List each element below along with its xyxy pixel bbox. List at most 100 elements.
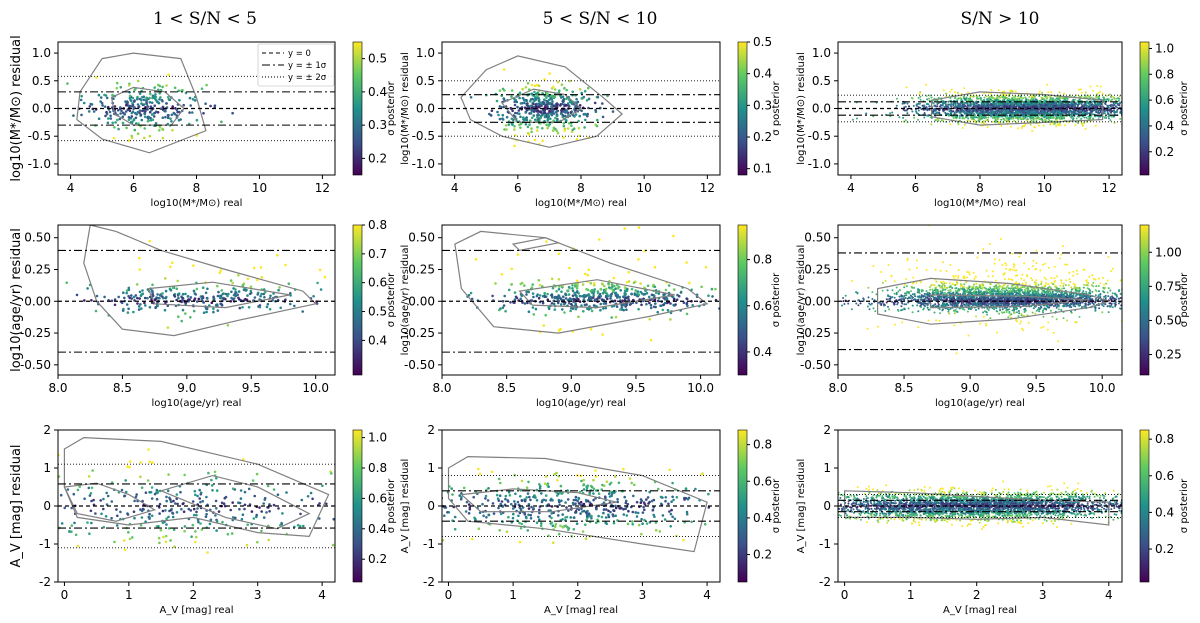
- scatter-point: [949, 123, 952, 126]
- scatter-point: [167, 98, 171, 101]
- scatter-point: [142, 98, 146, 102]
- scatter-point: [505, 128, 508, 131]
- colorbar-tick-label: 0.5: [368, 305, 387, 319]
- scatter-point: [941, 104, 944, 107]
- scatter-point: [1107, 115, 1110, 118]
- scatter-point: [1020, 126, 1023, 129]
- x-tick-label: 9.5: [242, 381, 261, 395]
- scatter-point: [1089, 109, 1092, 112]
- y-tick-label: -0.25: [20, 326, 51, 340]
- scatter-point: [1041, 111, 1044, 114]
- scatter-point: [979, 108, 982, 111]
- scatter-point: [1060, 110, 1063, 112]
- scatter-point: [615, 305, 619, 308]
- scatter-point: [65, 281, 68, 285]
- scatter-point: [519, 102, 523, 105]
- scatter-point: [1130, 104, 1132, 106]
- scatter-point: [505, 115, 509, 119]
- scatter-point: [1137, 105, 1139, 107]
- scatter-point: [234, 288, 237, 291]
- scatter-point: [538, 294, 542, 297]
- scatter-point: [119, 112, 122, 115]
- scatter-point: [109, 114, 112, 118]
- scatter-point: [86, 287, 89, 290]
- scatter-point: [1037, 124, 1040, 127]
- scatter-point: [140, 307, 143, 310]
- scatter-point: [966, 119, 969, 122]
- scatter-point: [1111, 98, 1114, 101]
- scatter-point: [141, 292, 144, 296]
- scatter-point: [532, 105, 536, 109]
- y-tick-label: 0.0: [416, 102, 435, 116]
- scatter-point: [224, 292, 228, 296]
- scatter-point: [950, 102, 953, 105]
- scatter-point: [513, 125, 516, 128]
- y-tick-label: 0.5: [812, 74, 831, 88]
- scatter-point: [136, 296, 139, 300]
- scatter-point: [1034, 126, 1036, 129]
- scatter-point: [197, 297, 201, 301]
- scatter-point: [112, 136, 116, 140]
- scatter-point: [968, 98, 971, 101]
- scatter-point: [127, 307, 130, 311]
- scatter-point: [963, 117, 966, 120]
- scatter-point: [997, 98, 1000, 101]
- scatter-point: [1130, 114, 1132, 116]
- scatter-point: [66, 82, 69, 85]
- scatter-point: [145, 96, 148, 100]
- scatter-point: [509, 106, 513, 110]
- scatter-point: [1035, 112, 1038, 115]
- scatter-point: [177, 292, 181, 296]
- scatter-point: [1037, 102, 1040, 105]
- scatter-point: [1063, 98, 1066, 101]
- y-tick-label: -0.5: [28, 129, 51, 143]
- scatter-point: [586, 114, 589, 118]
- scatter-point: [915, 110, 918, 113]
- scatter-point: [1032, 109, 1035, 112]
- scatter-point: [1003, 119, 1006, 122]
- scatter-point: [575, 279, 579, 283]
- scatter-point: [153, 104, 156, 107]
- scatter-point: [925, 83, 928, 86]
- scatter-point: [518, 91, 522, 95]
- scatter-point: [621, 299, 624, 303]
- scatter-point: [560, 83, 564, 86]
- scatter-point: [1001, 102, 1004, 105]
- scatter-point: [576, 284, 579, 288]
- scatter-point: [989, 106, 992, 109]
- scatter-point: [132, 310, 135, 314]
- scatter-point: [556, 117, 559, 121]
- scatter-point: [293, 304, 296, 308]
- scatter-point: [553, 95, 557, 99]
- scatter-point: [976, 96, 978, 99]
- scatter-point: [954, 116, 957, 119]
- scatter-point: [996, 109, 999, 112]
- scatter-point: [987, 98, 990, 101]
- scatter-point: [495, 99, 499, 103]
- scatter-point: [625, 308, 628, 312]
- scatter-point: [653, 265, 657, 269]
- scatter-point: [962, 110, 965, 113]
- scatter-point: [75, 293, 79, 297]
- scatter-point: [947, 103, 950, 106]
- scatter-point: [609, 294, 613, 298]
- scatter-point: [1163, 110, 1165, 112]
- scatter-point: [1038, 117, 1041, 120]
- scatter-point: [969, 102, 972, 105]
- scatter-point: [647, 295, 651, 299]
- scatter-point: [571, 114, 575, 117]
- scatter-point: [1010, 115, 1013, 118]
- scatter-point: [154, 306, 157, 310]
- scatter-point: [934, 112, 937, 115]
- scatter-point: [532, 313, 536, 316]
- scatter-point: [1109, 110, 1112, 113]
- scatter-point: [654, 302, 657, 305]
- scatter-point: [149, 92, 152, 96]
- scatter-point: [1123, 111, 1125, 113]
- scatter-point: [161, 292, 164, 295]
- scatter-point: [130, 297, 133, 300]
- scatter-point: [1070, 102, 1073, 105]
- x-tick-label: 12: [315, 181, 330, 195]
- scatter-point: [501, 299, 505, 303]
- scatter-point: [1022, 113, 1025, 116]
